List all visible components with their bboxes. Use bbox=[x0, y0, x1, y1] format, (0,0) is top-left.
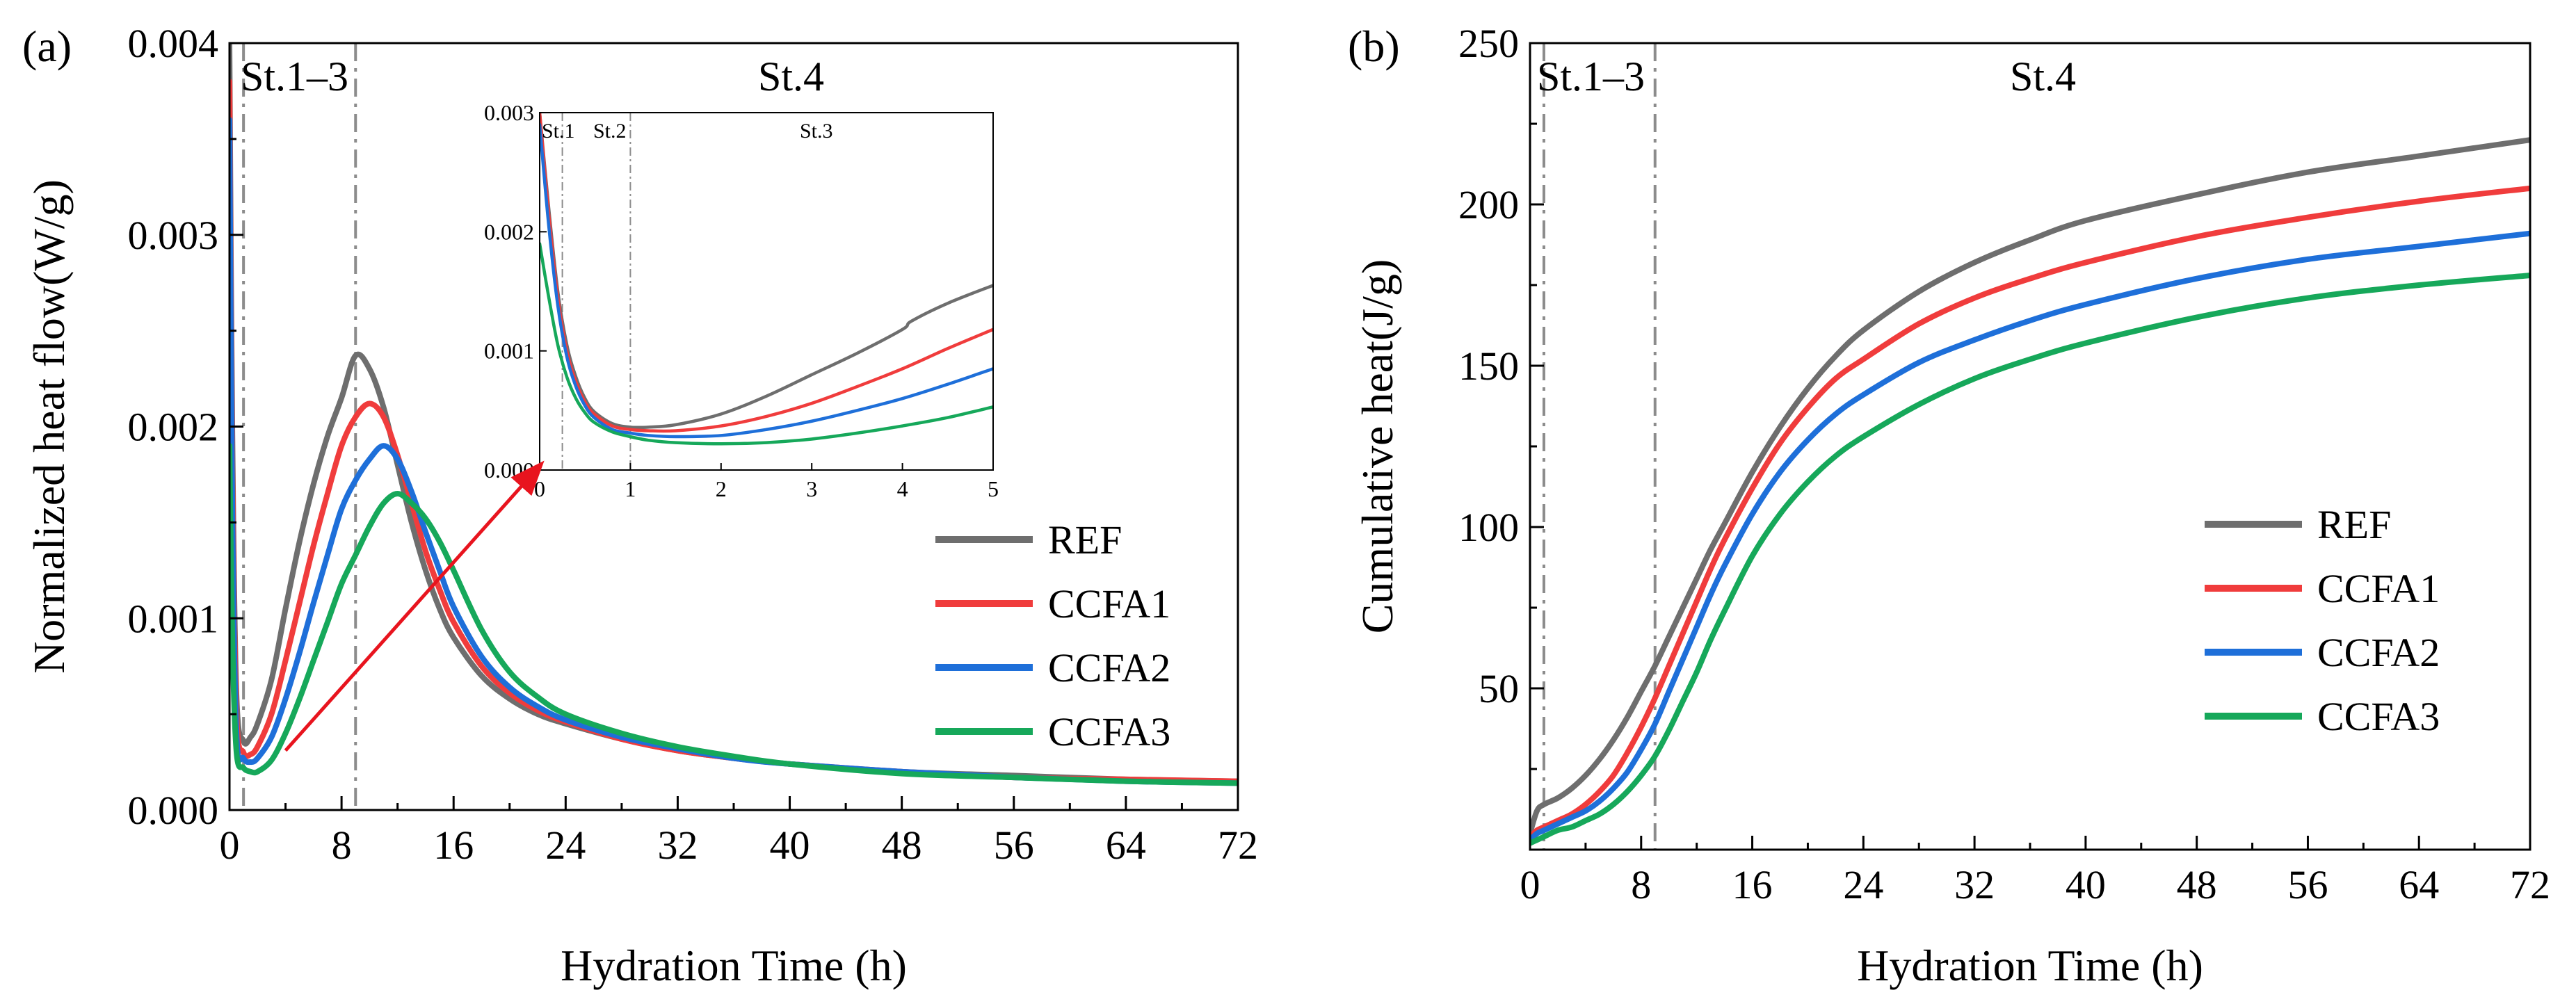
x-tick-label: 48 bbox=[882, 823, 922, 868]
stage-label-st1-3: St.1–3 bbox=[241, 54, 348, 99]
inset-pointer-arrow bbox=[284, 460, 545, 752]
stage-label-st1-3: St.1–3 bbox=[1537, 54, 1645, 99]
x-tick-label: 32 bbox=[657, 823, 698, 868]
panel-a: 0 8 16 24 32 40 48 56 64 720.0000.0010.0020.0030.… bbox=[24, 21, 1258, 990]
series-ccfa3-line bbox=[230, 443, 1238, 786]
y-tick-label: 0.003 bbox=[128, 213, 219, 258]
y-tick-label: 50 bbox=[1479, 666, 1519, 711]
x-tick-label: 8 bbox=[1631, 862, 1651, 907]
y-axis-title: Normalized heat flow(W/g) bbox=[24, 179, 74, 674]
x-tick-label: 24 bbox=[545, 823, 586, 868]
x-tick-label: 32 bbox=[1954, 862, 1995, 907]
x-tick-label: 40 bbox=[2066, 862, 2106, 907]
x-tick-label: 64 bbox=[2399, 862, 2439, 907]
y-tick-label: 0.000 bbox=[128, 788, 219, 833]
y-tick-label: 0.001 bbox=[128, 596, 219, 641]
x-tick-label: 48 bbox=[2177, 862, 2217, 907]
legend-label-ref: REF bbox=[2317, 502, 2391, 547]
x-tick-label: 0 bbox=[534, 476, 545, 501]
series-ccfa3-line bbox=[1530, 273, 2530, 846]
y-tick-label: 150 bbox=[1458, 343, 1519, 389]
stage-label-st4: St.4 bbox=[2010, 54, 2076, 99]
series-ref-line bbox=[1530, 137, 2530, 836]
stage-label-st4: St.4 bbox=[758, 54, 824, 99]
y-tick-label: 200 bbox=[1458, 182, 1519, 227]
x-tick-label: 72 bbox=[2510, 862, 2550, 907]
y-axis-title: Cumulative heat(J/g) bbox=[1353, 259, 1402, 634]
series-layer bbox=[1530, 137, 2530, 846]
legend-label-ccfa3: CCFA3 bbox=[1048, 709, 1170, 754]
legend-label-ccfa2: CCFA2 bbox=[1048, 645, 1170, 690]
series-layer bbox=[230, 43, 1238, 786]
x-tick-label: 1 bbox=[625, 476, 636, 501]
x-tick-label: 0 bbox=[220, 823, 240, 868]
x-axis-title: Hydration Time (h) bbox=[1857, 941, 2203, 990]
series-ccfa3-line bbox=[540, 242, 993, 446]
x-tick-label: 64 bbox=[1106, 823, 1146, 868]
x-tick-label: 16 bbox=[433, 823, 474, 868]
x-tick-label: 16 bbox=[1732, 862, 1773, 907]
x-tick-label: 56 bbox=[2287, 862, 2328, 907]
series-ccfa1-line bbox=[1530, 185, 2530, 840]
y-tick-label: 0.002 bbox=[128, 405, 219, 450]
panel-b: 0 8 16 24 32 40 48 56 64 72 50 100 150 200 250 Hydratio… bbox=[1353, 21, 2550, 990]
legend-label-ref: REF bbox=[1048, 517, 1122, 562]
series-ccfa2-line bbox=[540, 122, 993, 439]
x-axis-title: Hydration Time (h) bbox=[561, 941, 907, 990]
inset-arrow-layer bbox=[284, 460, 545, 752]
legend-label-ccfa1: CCFA1 bbox=[2317, 566, 2440, 611]
y-tick-label: 0.004 bbox=[128, 21, 219, 66]
series-ccfa2-line bbox=[1530, 230, 2530, 843]
series-layer bbox=[540, 113, 993, 446]
y-tick-label: 0.003 bbox=[484, 100, 534, 125]
y-tick-label: 0.001 bbox=[484, 339, 534, 364]
x-tick-label: 0 bbox=[1520, 862, 1540, 907]
inset-background bbox=[540, 113, 993, 470]
x-tick-label: 5 bbox=[988, 476, 999, 501]
panel-a-label: (a) bbox=[22, 22, 72, 71]
panel-b-label: (b) bbox=[1348, 22, 1400, 71]
legend-label-ccfa2: CCFA2 bbox=[2317, 630, 2440, 675]
inset-stage-label-st2: St.2 bbox=[593, 120, 627, 143]
x-tick-label: 40 bbox=[770, 823, 810, 868]
plot-frame bbox=[539, 112, 994, 471]
x-tick-label: 56 bbox=[994, 823, 1034, 868]
x-tick-label: 24 bbox=[1843, 862, 1883, 907]
x-tick-label: 3 bbox=[806, 476, 817, 501]
x-tick-label: 4 bbox=[897, 476, 908, 501]
y-tick-label: 250 bbox=[1458, 21, 1519, 66]
inset-stage-label-st3: St.3 bbox=[800, 120, 833, 143]
y-tick-label: 0.002 bbox=[484, 219, 534, 244]
x-tick-label: 2 bbox=[716, 476, 727, 501]
legend-label-ccfa3: CCFA3 bbox=[2317, 694, 2440, 739]
legend-label-ccfa1: CCFA1 bbox=[1048, 581, 1170, 626]
inset-stage-label-st1: St.1 bbox=[542, 120, 575, 143]
x-tick-label: 72 bbox=[1218, 823, 1258, 868]
x-tick-label: 8 bbox=[332, 823, 352, 868]
y-tick-label: 100 bbox=[1458, 505, 1519, 550]
